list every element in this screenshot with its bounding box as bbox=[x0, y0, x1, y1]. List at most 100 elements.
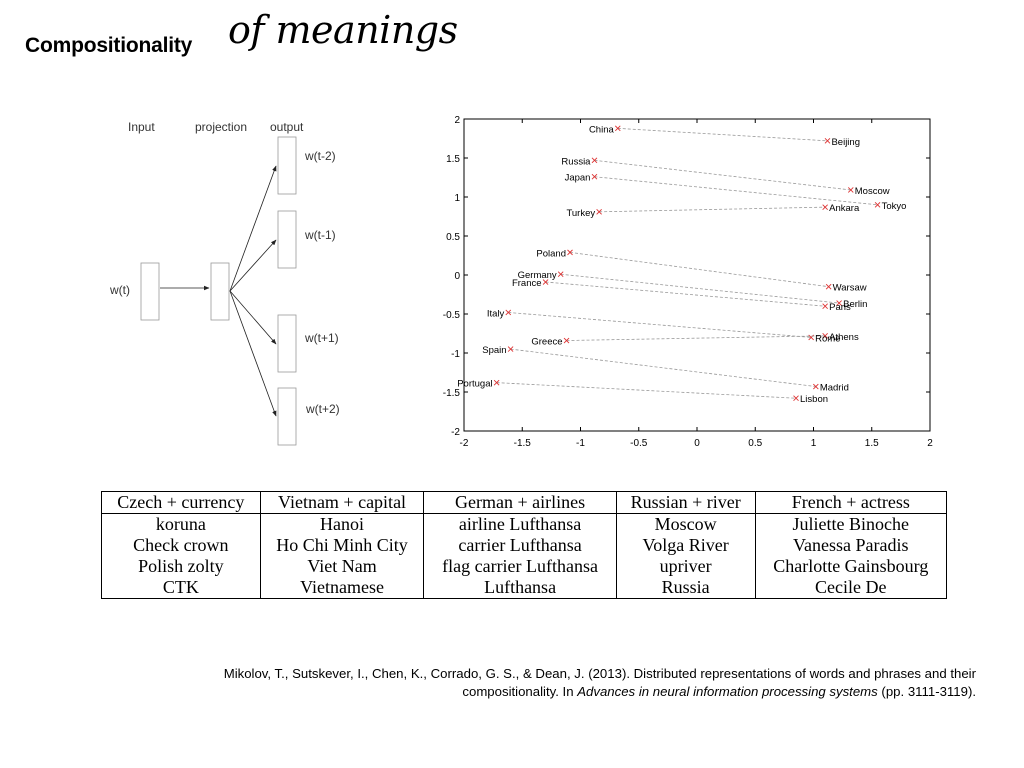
input-word-label: w(t) bbox=[109, 283, 130, 297]
x-tick-label: -2 bbox=[460, 438, 469, 449]
y-tick-label: 1.5 bbox=[446, 154, 460, 165]
table-cell: Ho Chi Minh City bbox=[259, 535, 425, 556]
capital-point bbox=[822, 204, 828, 210]
slide-title: Compositionality bbox=[25, 34, 193, 57]
country-label: Germany bbox=[518, 270, 557, 281]
output-node-4 bbox=[277, 387, 297, 446]
output-arrow-1 bbox=[229, 165, 277, 292]
y-tick-label: -2 bbox=[451, 427, 460, 438]
country-point bbox=[596, 209, 602, 215]
projection-label: projection bbox=[195, 120, 247, 134]
column-header: French + actress bbox=[754, 491, 948, 514]
country-label: Spain bbox=[482, 345, 506, 356]
country-capital-link bbox=[560, 273, 840, 304]
capital-point bbox=[813, 383, 819, 390]
column-header: German + airlines bbox=[423, 491, 617, 514]
country-point bbox=[507, 346, 514, 352]
citation-text: Mikolov, T., Sutskever, I., Chen, K., Co… bbox=[223, 666, 976, 699]
country-label: Japan bbox=[565, 173, 591, 184]
table-cell: flag carrier Lufthansa bbox=[423, 556, 617, 577]
output-node-1 bbox=[277, 136, 297, 195]
capital-point bbox=[836, 300, 842, 306]
country-point bbox=[493, 379, 500, 386]
x-tick-label: 2 bbox=[927, 438, 933, 449]
output-label-4: w(t+2) bbox=[305, 402, 340, 416]
citation-journal: Advances in neural information processin… bbox=[577, 684, 878, 699]
y-tick-label: 0 bbox=[454, 271, 460, 282]
table-cell: Russia bbox=[615, 577, 756, 599]
capital-label: Lisbon bbox=[800, 394, 828, 405]
country-label: Portugal bbox=[457, 379, 492, 390]
capital-label: Warsaw bbox=[833, 283, 867, 294]
table-cell: Hanoi bbox=[259, 513, 425, 535]
capital-point bbox=[824, 138, 831, 144]
table-header-row: Czech + currency Vietnam + capital Germa… bbox=[101, 491, 948, 514]
citation-pages: (pp. 3111-3119). bbox=[877, 684, 976, 699]
output-label-1: w(t-2) bbox=[304, 149, 336, 163]
table-cell: airline Lufthansa bbox=[423, 513, 617, 535]
y-tick-label: -1.5 bbox=[443, 388, 461, 399]
column-header: Vietnam + capital bbox=[259, 491, 425, 514]
country-point bbox=[591, 173, 598, 180]
analogy-table: Czech + currency Vietnam + capital Germa… bbox=[101, 491, 948, 599]
output-label-3: w(t+1) bbox=[304, 331, 339, 345]
country-label: Poland bbox=[536, 248, 566, 259]
column-header: Czech + currency bbox=[101, 491, 261, 514]
country-label: Greece bbox=[531, 337, 562, 348]
country-label: Russia bbox=[561, 156, 591, 167]
country-point bbox=[614, 125, 621, 132]
table-cell: Charlotte Gainsbourg bbox=[754, 556, 948, 577]
capital-label: Berlin bbox=[843, 299, 867, 310]
table-cell: Lufthansa bbox=[423, 577, 617, 599]
table-cell: carrier Lufthansa bbox=[423, 535, 617, 556]
country-capital-link bbox=[545, 281, 826, 307]
skipgram-diagram: Input projection output w(t) w(t-2) w(t-… bbox=[109, 120, 340, 446]
output-arrow-2 bbox=[229, 239, 277, 292]
output-node-3 bbox=[277, 314, 297, 373]
output-arrow-4 bbox=[229, 290, 277, 417]
table-cell: Volga River bbox=[615, 535, 756, 556]
country-capital-link bbox=[617, 127, 828, 142]
table-cell: Check crown bbox=[101, 535, 261, 556]
table-cell: Viet Nam bbox=[259, 556, 425, 577]
table-cell: Juliette Binoche bbox=[754, 513, 948, 535]
country-capital-link bbox=[510, 348, 816, 387]
country-capital-link bbox=[599, 206, 826, 213]
x-tick-label: 0.5 bbox=[748, 438, 762, 449]
country-point bbox=[563, 337, 570, 344]
projection-node bbox=[210, 262, 230, 321]
country-capital-link bbox=[569, 251, 829, 288]
citation: Mikolov, T., Sutskever, I., Chen, K., Co… bbox=[150, 665, 976, 701]
input-node bbox=[140, 262, 160, 321]
table-cell: Cecile De bbox=[754, 577, 948, 599]
capital-label: Rome bbox=[815, 333, 840, 344]
table-cell: Polish zolty bbox=[101, 556, 261, 577]
capital-point bbox=[825, 283, 832, 290]
capital-point bbox=[822, 333, 828, 339]
capital-label: Athens bbox=[829, 332, 859, 343]
country-label: France bbox=[512, 278, 542, 289]
country-capital-link bbox=[508, 312, 812, 338]
table-row: CTK Vietnamese Lufthansa Russia Cecile D… bbox=[101, 577, 948, 599]
country-point bbox=[557, 271, 564, 278]
capital-point bbox=[822, 303, 828, 310]
y-tick-label: 1 bbox=[454, 193, 460, 204]
table-cell: upriver bbox=[615, 556, 756, 577]
capital-label: Ankara bbox=[829, 203, 860, 214]
capital-label: Paris bbox=[829, 302, 851, 313]
country-capital-link bbox=[496, 382, 797, 399]
x-tick-label: 0 bbox=[694, 438, 700, 449]
slide-title-script: of meanings bbox=[228, 8, 458, 52]
country-label: Italy bbox=[487, 308, 505, 319]
capital-point bbox=[874, 201, 881, 208]
capital-label: Moscow bbox=[855, 186, 890, 197]
y-tick-label: -0.5 bbox=[443, 310, 461, 321]
country-capital-link bbox=[594, 159, 851, 191]
capital-label: Tokyo bbox=[882, 201, 907, 212]
output-label-2: w(t-1) bbox=[304, 228, 336, 242]
capital-point bbox=[847, 187, 854, 193]
table-row: Check crown Ho Chi Minh City carrier Luf… bbox=[101, 535, 948, 556]
country-capital-link bbox=[594, 176, 878, 206]
table-cell: Vanessa Paradis bbox=[754, 535, 948, 556]
y-tick-label: 0.5 bbox=[446, 232, 460, 243]
